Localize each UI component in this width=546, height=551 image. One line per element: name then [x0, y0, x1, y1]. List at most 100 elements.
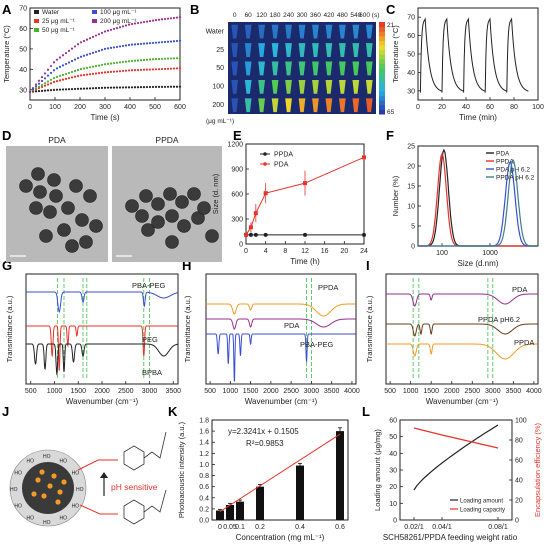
panel-e-legend-label: PDA — [274, 162, 289, 169]
panel-h-trace-label: PDA — [284, 321, 299, 330]
panel-a-point — [172, 16, 176, 20]
panel-j-drug-dot — [47, 483, 53, 489]
panel-a-point — [88, 87, 92, 90]
panel-b-tube — [285, 43, 292, 57]
panel-a-point — [127, 23, 131, 26]
panel-b-tube — [271, 79, 279, 94]
panel-e-point — [263, 232, 268, 237]
panel-a-point — [70, 70, 74, 74]
panel-a-point — [112, 27, 116, 31]
panel-e-ytick-label: 300 — [231, 217, 243, 224]
panel-a-point — [169, 67, 173, 70]
panel-a-point — [115, 70, 119, 73]
panel-h-xtick-label: 3500 — [324, 388, 340, 395]
panel-a-point — [46, 74, 50, 77]
panel-a-point — [61, 88, 65, 91]
panel-a-point — [40, 85, 44, 89]
panel-a-xtick-label: 400 — [124, 104, 136, 111]
panel-b-tube — [325, 43, 333, 57]
panel-a-point — [52, 80, 56, 84]
panel-c-line — [419, 17, 529, 93]
panel-a-point — [142, 68, 146, 71]
panel-g-ftir-chart: 500 1000 1500 2000 2500 3000 3500 Wavenumber (c… — [5, 273, 181, 406]
panel-a-point — [43, 89, 47, 92]
panel-k-xtick-label: 0.05 — [223, 524, 237, 531]
panel-b-colorbar-segment — [379, 77, 385, 83]
panel-d-tem-image — [6, 146, 108, 262]
panel-j-drug-dot — [51, 473, 57, 479]
panel-a-point — [97, 86, 101, 90]
panel-j-drug-dot — [55, 499, 61, 505]
panel-a-point — [103, 71, 107, 74]
panel-c-ylabel: Temperature (°C) — [391, 25, 400, 83]
panel-i-trace-label: PPDA pH6.2 — [478, 315, 520, 324]
panel-label-l: L — [362, 404, 370, 419]
panel-f-legend-label: PDA pH 6.2 — [496, 167, 530, 174]
panel-a-point — [46, 83, 50, 86]
panel-b-colorbar-segment — [379, 72, 385, 78]
panel-b-time-label: 180 — [270, 12, 281, 19]
panel-b-time-label: 300 — [297, 12, 308, 19]
panel-b-row-label: 100 — [212, 84, 224, 91]
panel-b-colorbar-segment — [379, 86, 385, 92]
panel-label-c: C — [386, 2, 396, 17]
panel-d-particle — [165, 235, 179, 249]
panel-a-point — [151, 19, 155, 22]
panel-i-ftir-chart: 500 1000 1500 2000 2500 3000 3500 4000 Wavenumbe… — [365, 273, 542, 406]
panel-b-tube — [312, 43, 319, 57]
panel-d-label: PPDA — [155, 135, 178, 145]
panel-f-ytick-label: 10 — [407, 204, 415, 211]
panel-b-time-label: 600 (s) — [359, 12, 379, 19]
panel-d-particle — [197, 201, 211, 215]
panel-k-r2: R²=0.9853 — [246, 439, 284, 448]
panel-i-xtick-label: 2000 — [444, 388, 460, 395]
panel-a-point — [169, 57, 173, 60]
panel-a-point — [118, 26, 122, 29]
panel-a-point — [148, 42, 152, 45]
panel-b-tube — [285, 79, 292, 94]
panel-a-point — [43, 82, 47, 85]
panel-k-ytick-label: 1.8 — [199, 418, 209, 425]
panel-b-tube — [271, 43, 279, 57]
panel-a-point — [34, 83, 38, 86]
panel-label-d: D — [2, 128, 11, 143]
panel-a-point — [145, 68, 149, 71]
panel-a-point — [52, 69, 56, 72]
panel-b-time-label: 360 — [310, 12, 321, 19]
panel-d-particle — [165, 209, 179, 223]
panel-b-tube — [298, 61, 306, 76]
panel-a-point — [109, 46, 113, 50]
panel-a-point — [94, 72, 98, 75]
panel-d-particle — [83, 189, 97, 203]
panel-b-tube — [231, 79, 239, 94]
panel-i-frame — [385, 273, 539, 385]
panel-l-ytick-label: 60 — [389, 418, 397, 425]
panel-a-point — [85, 87, 89, 90]
panel-j-drug-dot — [57, 489, 63, 495]
panel-a-point — [145, 20, 149, 23]
panel-a-point — [121, 69, 125, 73]
panel-j-arrow-head — [100, 472, 108, 478]
panel-a-point — [64, 51, 68, 55]
panel-a-point — [112, 70, 116, 73]
panel-a-point — [79, 74, 83, 77]
panel-a-point — [91, 72, 95, 75]
panel-l-ytick-label: 30 — [389, 468, 397, 475]
panel-a-point — [79, 41, 83, 44]
panel-a-point — [37, 85, 41, 88]
panel-a-point — [76, 87, 80, 90]
panel-j-benzene-ring — [123, 499, 145, 525]
panel-i-trace-label: PPDA — [514, 338, 534, 347]
panel-a-point — [55, 80, 59, 83]
panel-h-xtick-label: 1000 — [223, 388, 239, 395]
panel-b-tube — [285, 98, 292, 113]
panel-a-point — [130, 69, 134, 72]
panel-a-point — [127, 69, 131, 72]
panel-a-point — [34, 90, 38, 93]
panel-c-ytick-label: 70 — [407, 15, 415, 22]
panel-a-point — [148, 19, 152, 23]
panel-a-ytick-label: 50 — [19, 46, 27, 53]
panel-a-point — [97, 49, 101, 52]
panel-label-e: E — [233, 128, 242, 143]
panel-a-legend-swatch — [34, 19, 39, 23]
